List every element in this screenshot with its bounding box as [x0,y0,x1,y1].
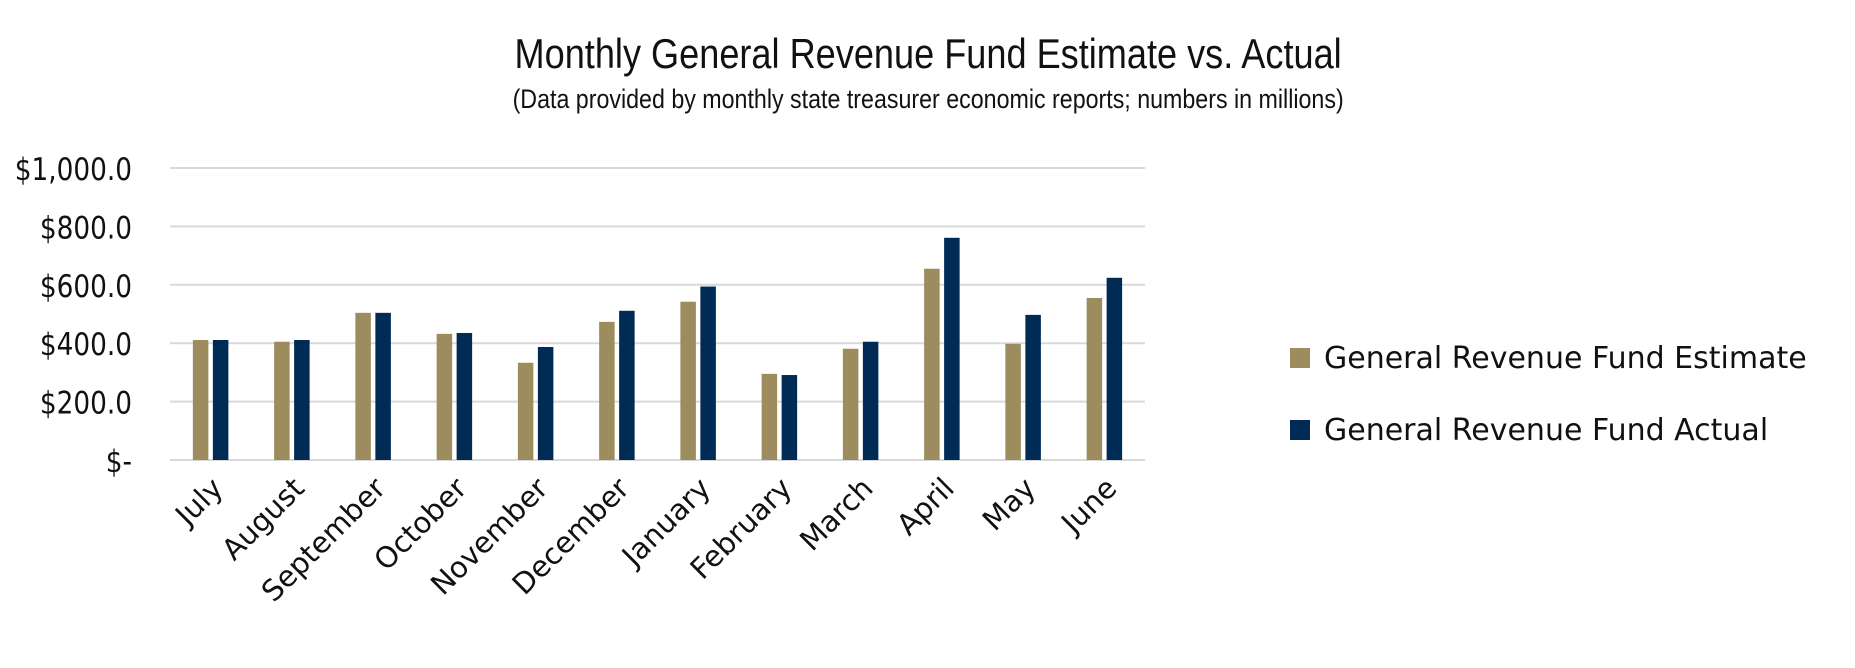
bar-actual [294,339,310,460]
bar-actual [1106,277,1123,460]
bar-estimate [274,341,290,460]
bar-actual [700,286,716,460]
legend-label-estimate: General Revenue Fund Estimate [1324,340,1807,376]
bar-estimate [436,333,453,460]
bar-actual [537,346,554,460]
bar-estimate [680,301,696,460]
legend-label-actual: General Revenue Fund Actual [1324,412,1769,448]
legend-swatch-estimate [1290,348,1310,368]
bar-actual [1025,314,1041,460]
bar-actual [456,332,473,460]
bar-estimate [761,373,778,460]
bar-estimate [1005,343,1021,460]
y-tick-label: $200.0 [40,385,132,422]
bar-estimate [924,268,940,460]
y-tick-label: $600.0 [40,268,132,305]
y-tick-label: $800.0 [40,209,132,246]
y-tick-label: $400.0 [40,326,132,363]
bar-estimate [192,339,209,460]
legend-swatch-actual [1290,420,1310,440]
bar-estimate [355,312,371,460]
legend-item-estimate: General Revenue Fund Estimate [1290,340,1807,376]
x-tick-label: June [1053,471,1123,541]
bar-actual [212,339,229,460]
x-tick-label: July [167,471,229,533]
bar-estimate [1086,297,1103,460]
x-tick-label: May [976,471,1042,537]
bar-actual [944,237,960,460]
bar-estimate [517,362,534,460]
bar-actual [862,341,879,460]
y-tick-label: $1,000.0 [15,151,132,188]
legend-item-actual: General Revenue Fund Actual [1290,412,1807,448]
bar-estimate [599,321,615,460]
bar-actual [375,312,391,460]
bar-actual [619,310,635,460]
x-tick-label: March [793,471,880,558]
y-tick-label: $- [106,443,132,480]
chart-subtitle: (Data provided by monthly state treasure… [512,84,1344,114]
x-tick-label: April [890,471,961,542]
chart-title: Monthly General Revenue Fund Estimate vs… [514,30,1342,77]
legend: General Revenue Fund Estimate General Re… [1290,340,1807,484]
bar-actual [781,375,798,460]
bar-estimate [842,348,859,460]
